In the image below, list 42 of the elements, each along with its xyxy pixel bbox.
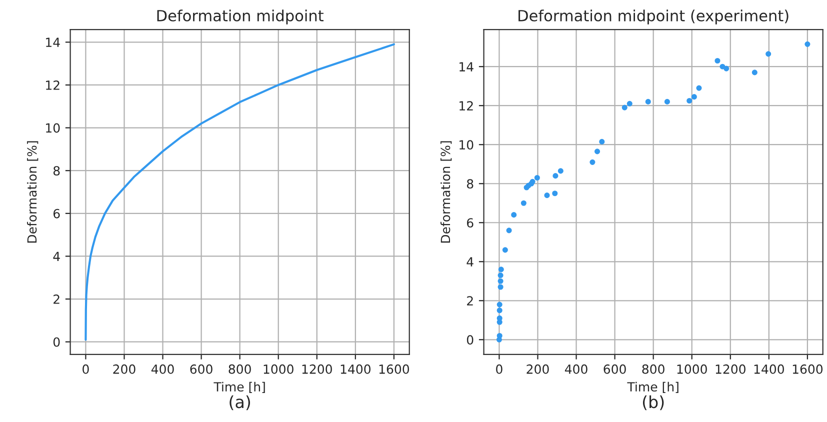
- x-tick-label: 1600: [379, 364, 410, 374]
- x-tick-label: 1200: [716, 364, 746, 374]
- x-tick-label: 600: [604, 364, 626, 374]
- y-tick-label: 8: [53, 166, 60, 176]
- x-tick-label: 0: [496, 364, 502, 374]
- text: (b): [642, 395, 664, 410]
- x-tick-label: 1400: [340, 364, 370, 374]
- x-axis-title: Time [h]: [214, 382, 265, 393]
- y-tick-label: 6: [466, 218, 474, 228]
- y-tick-label: 0: [53, 337, 60, 347]
- x-tick-label: 200: [526, 364, 549, 374]
- x-tick-label: 800: [642, 364, 664, 374]
- y-tick-label: 10: [460, 140, 474, 150]
- y-tick-label: 2: [54, 294, 60, 304]
- x-tick-label: 1000: [677, 364, 707, 374]
- y-tick-label: 8: [466, 179, 474, 189]
- y-axis-title: Deformation [%]: [440, 141, 452, 243]
- x-tick-label: 1200: [302, 364, 332, 374]
- y-tick-label: 2: [467, 296, 473, 306]
- x-tick-label: 1600: [792, 364, 823, 374]
- y-tick-label: 12: [460, 101, 473, 110]
- y-tick-label: 0: [466, 335, 474, 345]
- y-tick-label: 14: [46, 38, 60, 47]
- y-tick-label: 14: [460, 62, 474, 72]
- text: (a): [230, 395, 250, 410]
- y-tick-label: 4: [466, 257, 474, 266]
- x-tick-label: 1400: [754, 364, 784, 374]
- y-tick-label: 12: [46, 80, 60, 90]
- x-tick-label: 800: [228, 364, 251, 374]
- y-tick-label: 6: [53, 208, 60, 218]
- x-axis-title: Time [h]: [627, 382, 678, 393]
- x-tick-label: 400: [564, 364, 588, 374]
- chart-title: Deformation midpoint: [157, 10, 324, 24]
- x-tick-label: 0: [82, 364, 89, 374]
- x-tick-label: 200: [113, 364, 136, 374]
- chart-title: Deformation midpoint (experiment): [518, 10, 788, 24]
- y-axis-title: Deformation [%]: [27, 141, 38, 243]
- x-tick-label: 400: [151, 364, 174, 374]
- y-tick-label: 4: [53, 252, 60, 261]
- x-tick-label: 1000: [264, 364, 294, 374]
- x-tick-label: 600: [190, 364, 212, 374]
- y-tick-label: 10: [46, 123, 60, 133]
